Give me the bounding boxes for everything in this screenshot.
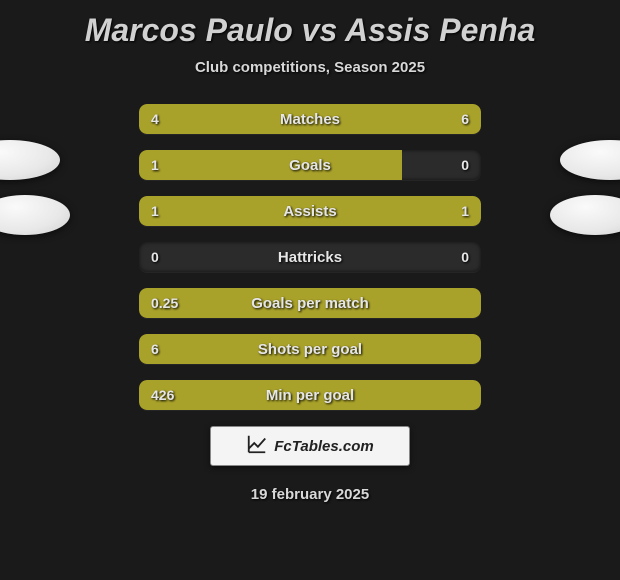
stat-value-left: 4 xyxy=(151,104,159,134)
stat-value-left: 6 xyxy=(151,334,159,364)
stat-value-right: 0 xyxy=(461,150,469,180)
page-title: Marcos Paulo vs Assis Penha xyxy=(0,0,620,49)
player-right-avatar-shadow xyxy=(550,195,620,235)
bar-fill xyxy=(139,334,481,364)
stat-row: 0.25Goals per match xyxy=(139,288,481,318)
bar-fill-left xyxy=(139,196,310,226)
stat-row: 0 0Hattricks xyxy=(139,242,481,272)
stat-row: 46Matches xyxy=(139,104,481,134)
player-left-avatar xyxy=(0,140,60,180)
bar-fill xyxy=(139,380,481,410)
stat-value-right: 1 xyxy=(461,196,469,226)
stat-value-left: 426 xyxy=(151,380,174,410)
comparison-chart: 46Matches10Goals11Assists00Hattricks0.25… xyxy=(139,104,481,410)
stat-value-right: 0 xyxy=(461,242,469,272)
stat-row: 6Shots per goal xyxy=(139,334,481,364)
page-subtitle: Club competitions, Season 2025 xyxy=(0,59,620,76)
stat-label: Hattricks xyxy=(139,242,481,272)
stat-row: 10Goals xyxy=(139,150,481,180)
stat-row: 11Assists xyxy=(139,196,481,226)
chart-line-icon xyxy=(246,433,268,460)
stat-value-left: 0.25 xyxy=(151,288,178,318)
stat-value-left: 1 xyxy=(151,196,159,226)
watermark[interactable]: FcTables.com xyxy=(210,426,410,466)
bar-fill-right xyxy=(310,196,481,226)
watermark-text: FcTables.com xyxy=(274,438,373,455)
stat-row: 426Min per goal xyxy=(139,380,481,410)
bar-fill-right xyxy=(276,104,481,134)
stat-value-left: 0 xyxy=(151,242,159,272)
bar-fill-left xyxy=(139,150,402,180)
stat-value-right: 6 xyxy=(461,104,469,134)
player-right-avatar xyxy=(560,140,620,180)
bar-fill xyxy=(139,288,481,318)
bar-fill-left xyxy=(139,104,276,134)
date-label: 19 february 2025 xyxy=(0,486,620,503)
player-left-avatar-shadow xyxy=(0,195,70,235)
stat-value-left: 1 xyxy=(151,150,159,180)
